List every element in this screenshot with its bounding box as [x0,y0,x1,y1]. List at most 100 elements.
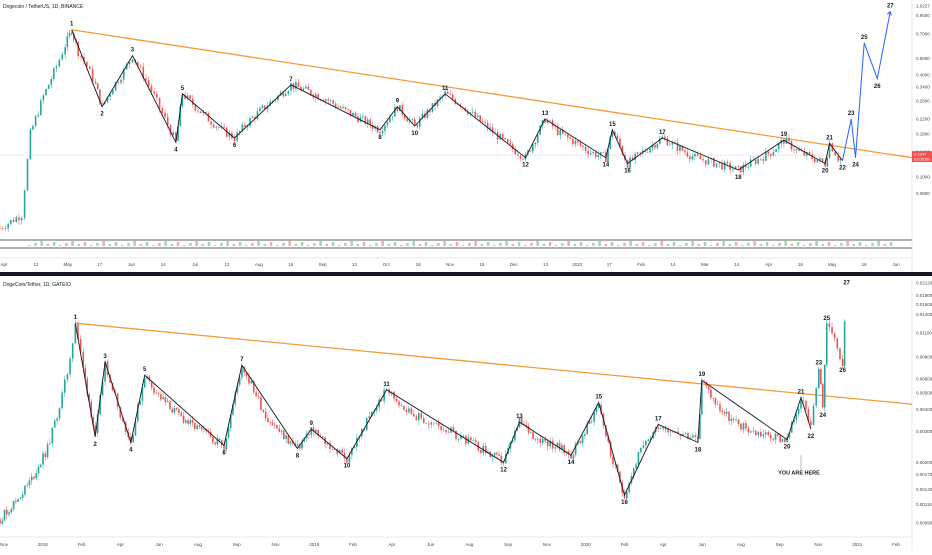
volume-bar [679,245,682,246]
candle-body [534,438,537,440]
wave-label: 1 [74,315,78,321]
candle-body [587,150,589,155]
candle-body [348,455,351,463]
candle-body [394,106,396,117]
volume-bar [269,242,273,246]
candle-body [184,420,187,423]
candle-body [401,105,404,115]
candle-body [436,99,439,106]
candle-body [735,419,737,421]
candle-body [169,125,172,135]
candle-body [229,414,232,428]
candle-body [705,382,708,387]
wave-label: 16 [621,500,628,506]
wave-label: 11 [383,382,390,388]
x-tick-label: Jun [698,542,706,547]
candle-body [499,134,501,140]
candle-body [701,381,703,414]
wave-label: 5 [143,367,147,373]
candle-body [223,445,225,450]
candle-body [534,142,537,145]
candle-body [12,500,15,510]
candle-body [218,438,221,441]
candle-body [501,134,504,138]
candle-body [529,432,532,433]
volume-bar [846,241,849,246]
candle-body [800,150,803,152]
candle-body [171,409,174,413]
candle-body [28,480,31,486]
candle-body [312,427,315,432]
candle-body [595,407,598,413]
candle-body [150,380,153,388]
candle-body [757,432,760,436]
candle-body [371,125,374,129]
volume-bar [486,242,490,246]
candle-body [681,145,684,151]
volume-bar [586,245,589,246]
candle-body [539,438,542,443]
candle-body [719,404,721,411]
x-tick-label: Mar [701,262,709,267]
volume-bar [28,245,31,246]
candle-body [351,448,353,456]
candle-body [112,90,114,95]
candle-body [42,95,45,101]
x-tick-label: Nov [271,542,280,547]
candle-body [551,440,554,449]
candle-body [391,116,394,118]
candle-body [215,126,218,128]
candle-body [823,364,826,408]
candle-body [536,438,539,440]
candle-body [221,440,223,446]
candle-body [451,94,454,100]
candle-body [227,427,230,439]
volume-bar [579,242,583,246]
candle-body [342,107,344,109]
candle-body [723,412,726,414]
x-tick-label: 13 [543,262,549,267]
candle-body [755,430,757,436]
candle-body [209,432,212,438]
candle-body [262,409,265,412]
candle-body [494,131,496,133]
wave-label: 26 [874,84,881,90]
elliott-wave-zigzag [74,323,812,497]
candle-body [232,404,234,415]
candle-body [80,56,82,58]
candle-body [157,393,160,395]
candle-body [544,438,547,442]
candle-body [554,126,556,127]
candle-body [322,99,325,102]
candle-body [153,91,155,94]
candle-body [797,408,800,414]
candle-body [264,105,266,109]
candle-body [514,430,516,441]
candle-body [692,435,694,438]
candle-body [679,433,682,437]
volume-bar [424,242,428,246]
candle-body [462,435,465,437]
current-time-label: 03:05:59 [914,157,930,162]
candle-body [15,500,17,502]
x-tick-label: Sep [504,542,513,547]
candle-body [721,410,724,413]
volume-bar [449,244,453,246]
candle-body [30,476,33,481]
volume-bar [282,243,285,246]
candle-body [491,455,494,457]
volume-bar [505,241,508,246]
candle-body [77,324,79,339]
candle-body [689,437,692,439]
candle-body [462,106,464,108]
wave-label: 17 [659,130,666,136]
candle-body [634,153,636,161]
x-tick-label: 16 [862,262,868,267]
candle-body [117,81,120,83]
candle-body [819,158,821,161]
candle-body [91,69,94,82]
candle-body [591,420,593,422]
x-tick-label: 14 [670,262,676,267]
wave-label: 17 [655,416,662,422]
